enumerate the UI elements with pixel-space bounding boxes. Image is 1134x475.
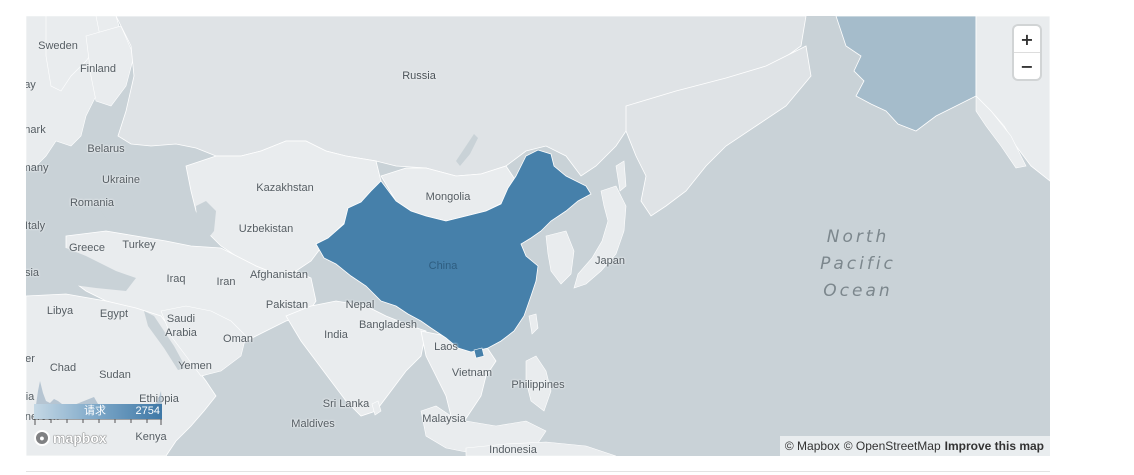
map-label-pakistan: Pakistan — [265, 299, 309, 311]
map-label-uzbekistan: Uzbekistan — [238, 223, 294, 235]
zoom-in-button[interactable]: + — [1020, 29, 1034, 49]
map-label-indonesia: Indonesia — [489, 444, 537, 456]
zoom-control: + − — [1014, 26, 1040, 79]
map-label-romania: Romania — [69, 197, 115, 209]
ocean-label-north-pacific: North Pacific Ocean — [820, 224, 896, 305]
mediterranean-sea — [26, 244, 136, 291]
map-label-edge-ray: ay — [26, 79, 36, 91]
map-label-saudi-arabia-1: Saudi — [166, 313, 196, 325]
map-label-saudi-arabia-2: Arabia — [165, 327, 197, 339]
map-label-yemen: Yemen — [178, 360, 212, 372]
land-russia-east — [625, 45, 812, 217]
land-sri-lanka — [371, 400, 382, 416]
map-label-egypt: Egypt — [99, 308, 129, 320]
land-taiwan — [528, 313, 539, 335]
legend-max-value: 2754 — [135, 405, 160, 417]
ocean-label-line-3: Ocean — [823, 281, 893, 301]
land-alaska — [835, 16, 977, 132]
mapbox-logo-text: mapbox — [53, 430, 107, 446]
map-label-belarus: Belarus — [87, 143, 125, 155]
map-label-edge-mark: nark — [26, 124, 46, 136]
divider — [26, 471, 1050, 472]
map-label-finland: Finland — [79, 63, 117, 75]
map-label-mongolia: Mongolia — [425, 191, 471, 203]
map-label-philippines: Philippines — [511, 379, 565, 391]
land-india — [285, 300, 427, 417]
map-label-iraq: Iraq — [166, 273, 186, 285]
map-label-oman: Oman — [223, 333, 253, 345]
map-label-sri-lanka: Sri Lanka — [322, 398, 370, 410]
map-label-laos: Laos — [434, 341, 458, 353]
map-canvas[interactable]: Sweden Finland Russia Belarus Ukraine Ro… — [26, 16, 1050, 456]
land-arabia — [160, 305, 247, 377]
map-label-india: India — [324, 329, 348, 341]
color-legend: 请求 2754 — [34, 371, 164, 429]
legend-ticks — [34, 419, 162, 425]
map-label-edge-ia: ia — [26, 391, 35, 403]
map-label-greece: Greece — [68, 242, 106, 254]
mapbox-logo[interactable]: ● mapbox — [34, 428, 107, 448]
map-label-edge-italy: Italy — [26, 220, 46, 232]
map-basemap — [26, 16, 1050, 456]
zoom-out-button[interactable]: − — [1014, 52, 1040, 79]
map-label-edge-er: er — [26, 353, 35, 365]
map-label-libya: Libya — [46, 305, 74, 317]
map-label-japan: Japan — [595, 255, 625, 267]
land-philippines — [525, 355, 552, 412]
map-label-sweden: Sweden — [38, 40, 78, 52]
ocean-label-line-2: Pacific — [820, 254, 896, 274]
improve-map-link[interactable]: Improve this map — [944, 439, 1044, 453]
map-label-kazakhstan: Kazakhstan — [256, 182, 314, 194]
legend-histogram — [34, 381, 162, 405]
map-label-sudan: Sudan — [99, 369, 131, 381]
map-label-malaysia: Malaysia — [422, 413, 466, 425]
mapbox-icon: ● — [34, 430, 50, 446]
map-label-nepal: Nepal — [345, 299, 375, 311]
map-label-edge-sia: sia — [26, 267, 40, 279]
map-label-vietnam: Vietnam — [451, 367, 493, 379]
map-label-bangladesh: Bangladesh — [358, 319, 418, 331]
black-sea — [101, 204, 156, 228]
land-alaska-panhandle — [975, 95, 1027, 169]
land-malaysia — [420, 405, 547, 455]
ocean-label-line-1: North — [826, 227, 890, 247]
map-attribution: © Mapbox © OpenStreetMap Improve this ma… — [779, 436, 1050, 456]
land-korea — [545, 230, 575, 285]
map-label-chad: Chad — [49, 362, 77, 374]
map-label-kenya: Kenya — [135, 431, 167, 443]
map-label-edge-many: many — [26, 162, 49, 174]
map-label-china: China — [428, 260, 458, 272]
map-label-russia: Russia — [402, 70, 436, 82]
map-label-turkey: Turkey — [122, 239, 156, 251]
red-sea — [144, 311, 186, 370]
legend-color-ramp — [34, 404, 162, 419]
land-sakhalin — [615, 160, 627, 192]
china-region — [315, 149, 592, 353]
land-indonesia — [465, 441, 617, 456]
map-label-maldives: Maldives — [291, 418, 335, 430]
map-label-iran: Iran — [216, 276, 236, 288]
lake-baikal — [456, 134, 478, 166]
map-label-ukraine: Ukraine — [102, 174, 140, 186]
legend-label: 请求 — [84, 405, 106, 417]
attribution-mapbox-link[interactable]: © Mapbox — [784, 439, 840, 453]
china-hainan — [473, 347, 485, 359]
land-scandinavia — [45, 16, 102, 92]
map-label-afghanistan: Afghanistan — [249, 269, 309, 281]
caspian-sea — [196, 201, 216, 241]
attribution-osm-link[interactable]: © OpenStreetMap — [843, 439, 941, 453]
land-japan — [573, 185, 627, 289]
